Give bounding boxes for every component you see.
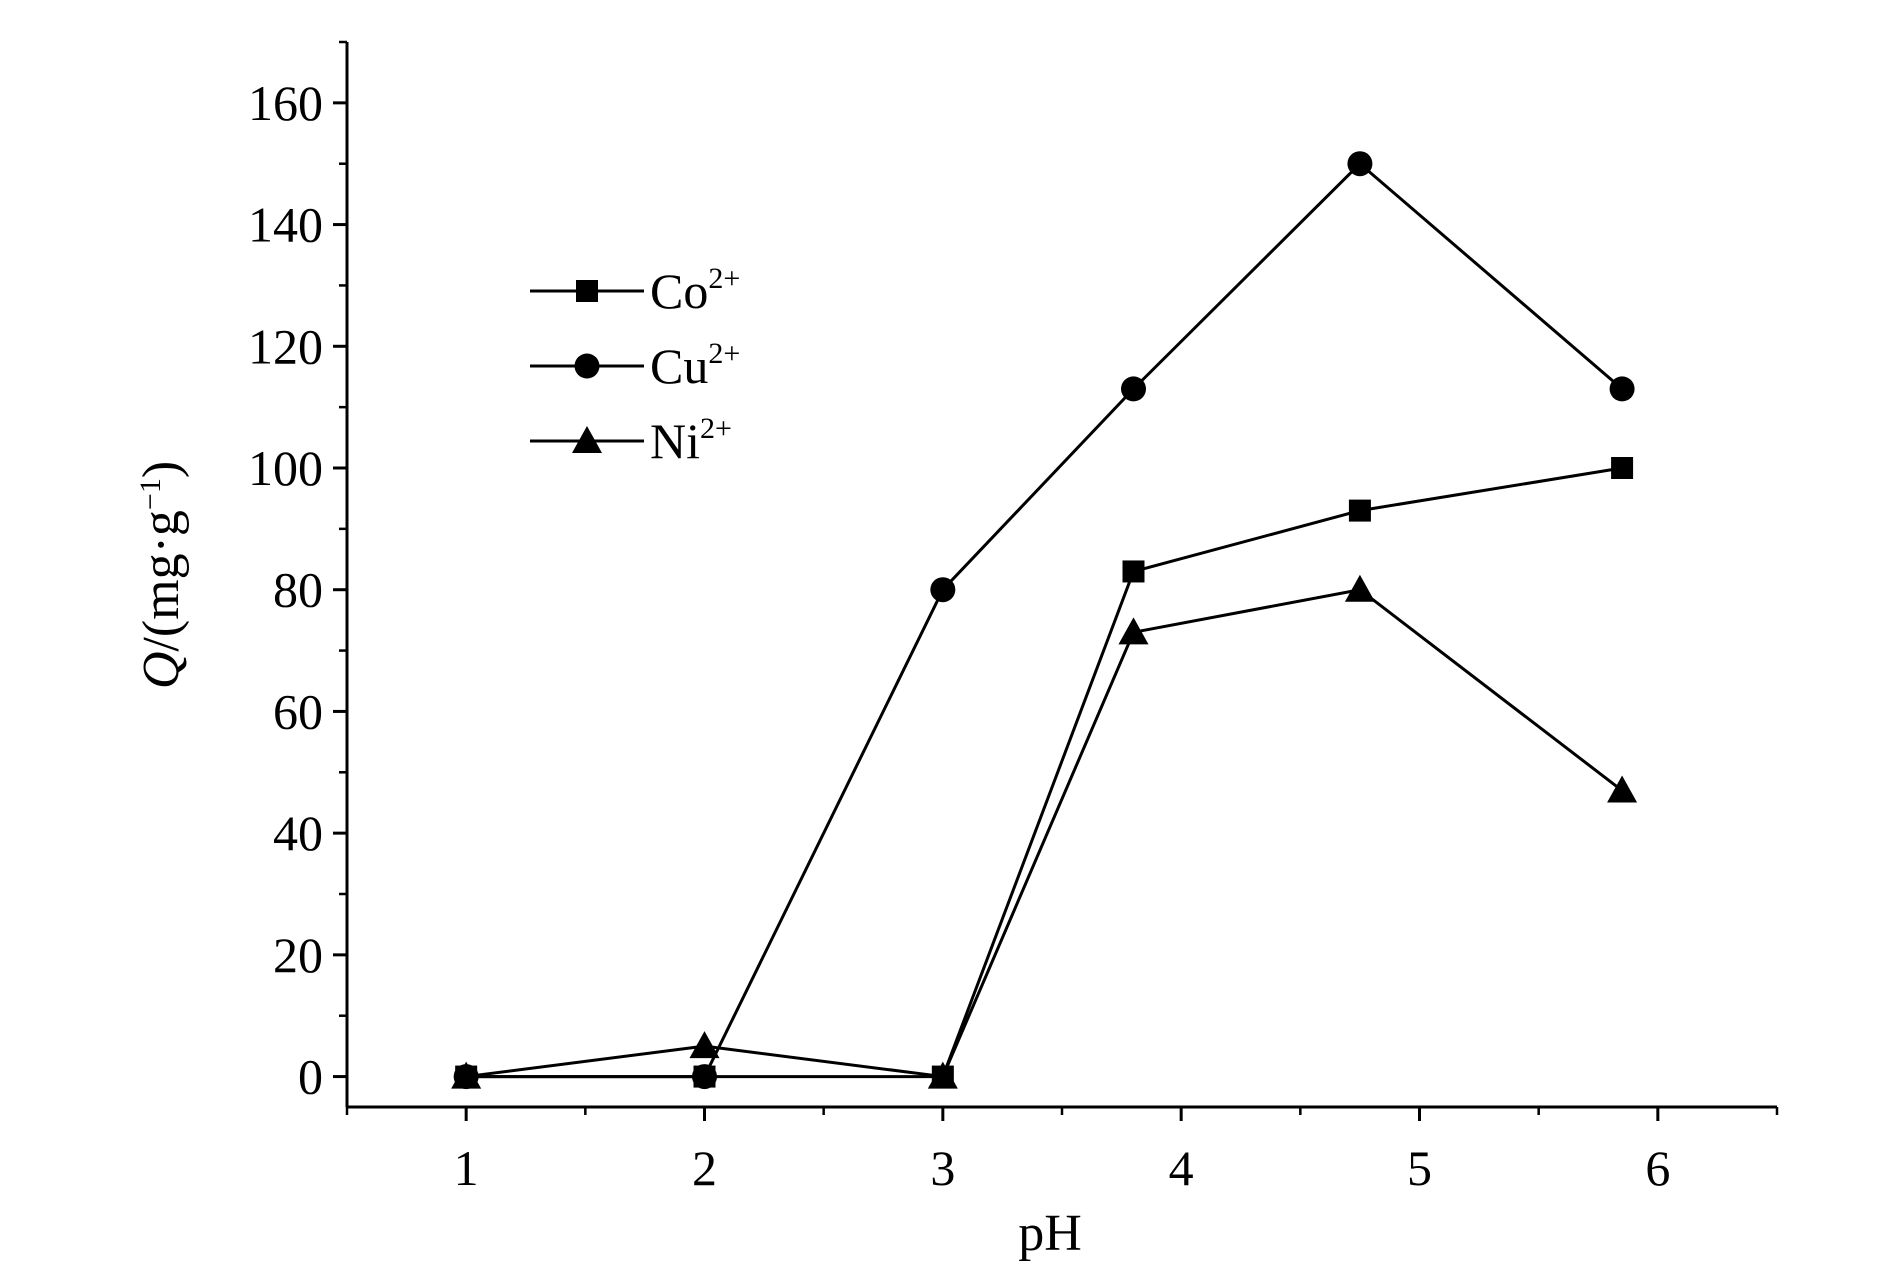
data-point-ni: [1344, 574, 1375, 602]
legend: Co2+ Cu2+ Ni2+: [530, 262, 740, 469]
y-tick-label: 100: [248, 440, 323, 496]
y-axis-title: Q/(mg·g−1): [133, 461, 190, 689]
x-axis-title: pH: [1018, 1205, 1082, 1262]
x-tick-label: 5: [1407, 1140, 1432, 1196]
y-tick-label: 120: [248, 318, 323, 374]
legend-label: Co2+: [650, 262, 740, 319]
data-point-ni: [689, 1031, 720, 1059]
x-tick-label: 1: [454, 1140, 479, 1196]
y-tick-label: 160: [248, 75, 323, 131]
series-cu: [453, 151, 1635, 1090]
data-point-co: [1348, 499, 1371, 522]
y-tick-label: 20: [273, 927, 323, 983]
data-point-ni: [1607, 775, 1638, 803]
legend-item-co: Co2+: [530, 262, 740, 319]
legend-marker-square: [576, 280, 598, 302]
legend-label: Cu2+: [650, 337, 740, 394]
data-point-cu: [1609, 376, 1635, 402]
series-co: [455, 457, 1634, 1088]
legend-label: Ni2+: [650, 412, 732, 469]
legend-item-ni: Ni2+: [530, 412, 732, 469]
y-tick-label: 0: [298, 1049, 323, 1105]
y-tick-label: 140: [248, 197, 323, 253]
data-point-co: [1122, 560, 1145, 583]
legend-item-cu: Cu2+: [530, 337, 740, 394]
data-point-ni: [451, 1061, 482, 1089]
y-tick-label: 40: [273, 805, 323, 861]
x-tick-label: 3: [930, 1140, 955, 1196]
data-point-cu: [930, 577, 956, 603]
legend-marker-triangle: [572, 426, 602, 453]
x-ticks: 1 2 3 4 5 6: [345, 1107, 1779, 1196]
data-point-cu: [692, 1064, 717, 1090]
series-line-cu: [466, 162, 1624, 1079]
axes: 0 20 40 60 80 100 120 140 160 1 2 3 4 5 6: [248, 40, 1779, 1196]
data-point-ni: [1118, 617, 1149, 645]
x-tick-label: 6: [1645, 1140, 1670, 1196]
data-point-ni: [927, 1061, 958, 1089]
series-layer: [451, 151, 1638, 1090]
y-tick-label: 60: [273, 683, 323, 739]
y-tick-label: 80: [273, 562, 323, 618]
data-point-co: [1611, 457, 1634, 479]
y-axis-title-unit-exponent: −1: [134, 478, 167, 510]
y-ticks: 0 20 40 60 80 100 120 140 160: [248, 40, 347, 1105]
data-point-cu: [1121, 376, 1146, 402]
x-tick-label: 2: [692, 1140, 717, 1196]
data-point-cu: [1347, 151, 1373, 177]
y-axis-title-symbol: Q: [133, 652, 190, 690]
series-line-ni: [465, 588, 1623, 1079]
series-line-co: [466, 466, 1623, 1079]
x-tick-label: 4: [1169, 1140, 1194, 1196]
legend-marker-circle: [574, 353, 600, 379]
series-ni: [451, 574, 1638, 1089]
y-axis-title-close: ): [133, 461, 190, 478]
y-axis-title-unit: /(mg·g: [133, 510, 190, 652]
